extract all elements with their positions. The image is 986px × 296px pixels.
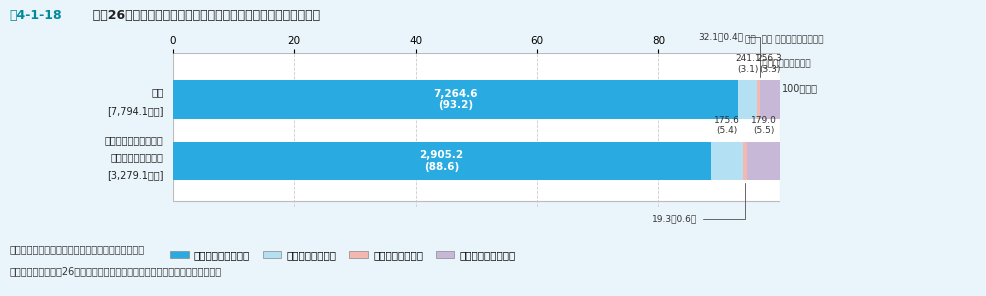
Text: 241.1
(3.1): 241.1 (3.1) (735, 54, 760, 74)
Legend: 昼夜とも基準値以下, 昼のみ基準値以下, 夜のみ基準値以下, 昼夜とも基準値超過: 昼夜とも基準値以下, 昼のみ基準値以下, 夜のみ基準値以下, 昼夜とも基準値超過 (166, 246, 520, 265)
Text: 全国: 全国 (151, 87, 164, 97)
Text: 単位  上段 住居等戸数（千戸）: 単位 上段 住居等戸数（千戸） (744, 36, 823, 44)
Text: [7,794.1千戸]: [7,794.1千戸] (107, 106, 164, 116)
Text: 100（％）: 100（％） (781, 83, 816, 93)
Bar (742, 142, 746, 180)
Text: 179.0
(5.5): 179.0 (5.5) (750, 116, 776, 135)
Text: [3,279.1千戸]: [3,279.1千戸] (107, 170, 164, 180)
Text: 下段（比率（％））: 下段（比率（％）） (744, 59, 810, 68)
Text: 175.6
(5.4): 175.6 (5.4) (713, 116, 740, 135)
Bar (746, 142, 780, 180)
Bar (710, 142, 742, 180)
Bar (759, 80, 779, 119)
Text: 平成26年度道路に面する地域における騒音の環境基準の達成状況: 平成26年度道路に面する地域における騒音の環境基準の達成状況 (84, 9, 319, 22)
Text: うち、幹線交通を担う: うち、幹線交通を担う (105, 136, 164, 146)
Text: 道路に近接する空間: 道路に近接する空間 (110, 152, 164, 162)
Text: 資料：環境省「平成26年度自動車交通騒音の状況について（報道発表資料）」: 資料：環境省「平成26年度自動車交通騒音の状況について（報道発表資料）」 (10, 266, 222, 276)
Bar (173, 142, 710, 180)
Text: 19.3（0.6）: 19.3（0.6） (652, 183, 744, 223)
Bar (756, 80, 759, 119)
Bar (173, 80, 738, 119)
Text: 2,905.2
(88.6): 2,905.2 (88.6) (419, 150, 463, 172)
Text: 注：端数処理の関係で合計値が合わないことがある: 注：端数処理の関係で合計値が合わないことがある (10, 244, 145, 254)
Text: 256.3
(3.3): 256.3 (3.3) (756, 54, 782, 74)
Bar (738, 80, 756, 119)
Text: 7,264.6
(93.2): 7,264.6 (93.2) (433, 89, 477, 110)
Text: 32.1（0.4）: 32.1（0.4） (697, 32, 759, 78)
Text: 図4-1-18: 図4-1-18 (10, 9, 62, 22)
